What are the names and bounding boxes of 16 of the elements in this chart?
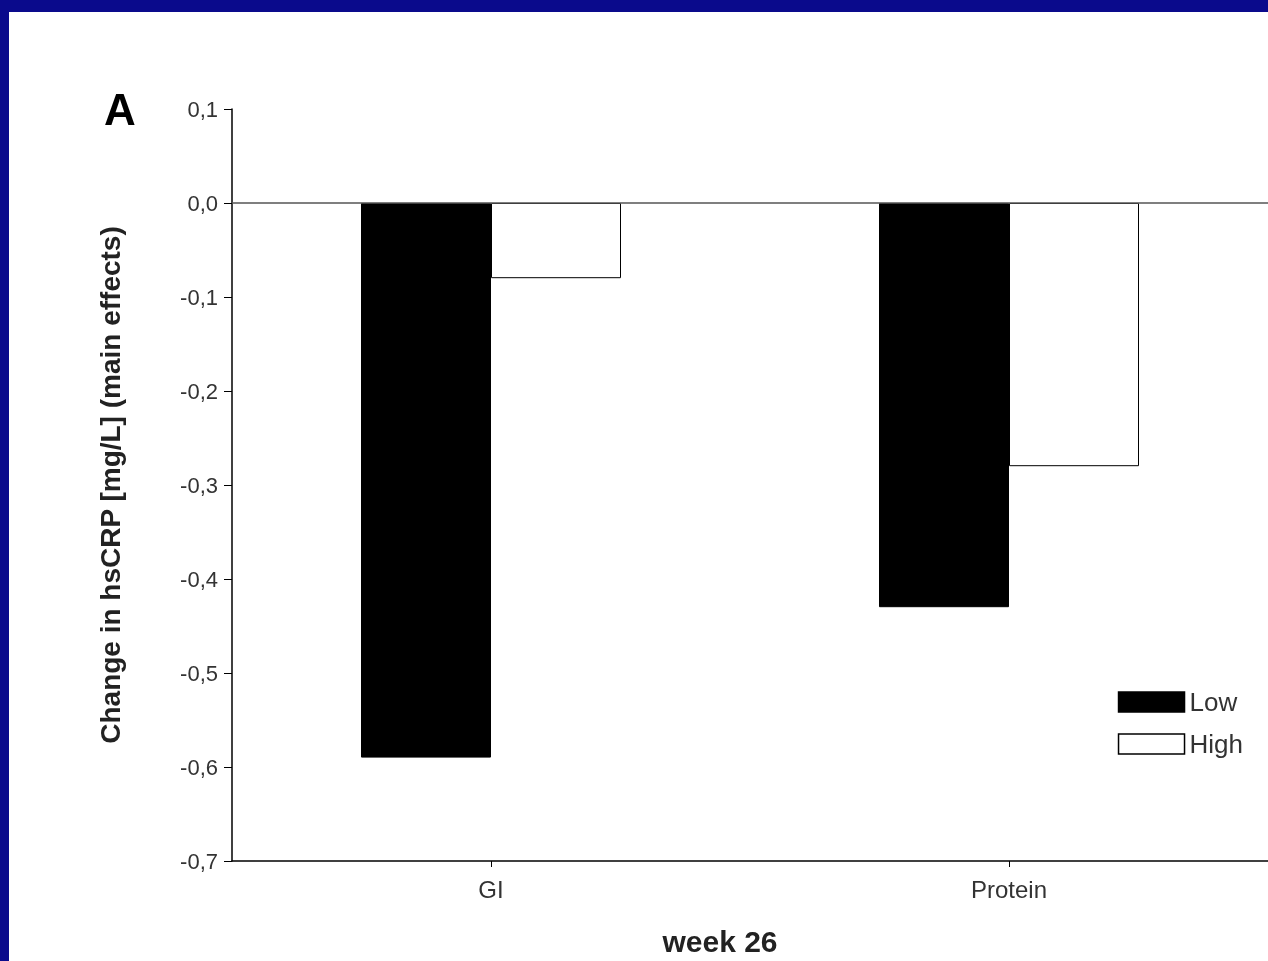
y-tick-label: -0,2	[180, 378, 218, 404]
legend-label: Low	[1189, 687, 1238, 717]
y-tick-label: -0,5	[180, 660, 218, 686]
y-tick-label: -0,3	[180, 472, 218, 498]
y-tick-label: 0,1	[187, 96, 218, 122]
x-tick-label: GI	[478, 875, 504, 903]
legend-label: High	[1189, 729, 1244, 759]
text: A	[104, 84, 136, 134]
y-tick-label: -0,7	[180, 848, 218, 874]
y-axis-title: Change in hsCRP [mg/L] (main effects)	[94, 226, 126, 744]
y-tick-label: 0,0	[187, 190, 218, 216]
x-axis-title: week 26	[661, 924, 778, 958]
y-tick-label: -0,1	[180, 284, 218, 310]
y-tick-label: -0,6	[180, 754, 218, 780]
x-tick-label: Protein	[970, 875, 1048, 903]
y-tick-label: -0,4	[180, 566, 218, 592]
